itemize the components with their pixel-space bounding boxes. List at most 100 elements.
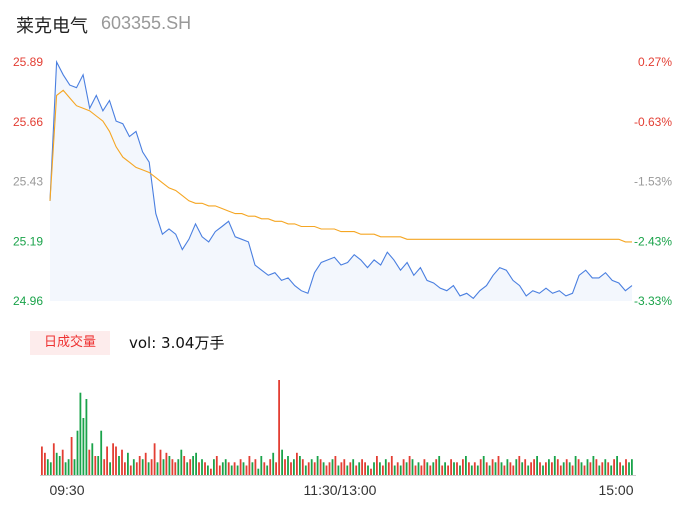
volume-bar [266,465,269,475]
volume-bar [322,462,325,475]
volume-bar [310,459,313,475]
volume-bar [521,462,524,475]
volume-bar [224,459,227,475]
volume-bar [177,459,180,475]
volume-bar [376,456,378,475]
volume-bar [500,462,503,475]
volume-bar [589,462,592,475]
volume-bar [586,459,589,475]
volume-bar [536,456,538,475]
price-line [49,59,633,300]
volume-bar [631,459,633,475]
volume-bar [604,459,607,475]
volume-bar [551,462,553,475]
volume-bar [580,462,583,475]
volume-bar [41,446,43,475]
volume-bar [577,459,580,475]
y-tick-label-right: -2.43% [634,234,672,248]
volume-bar [67,459,70,475]
volume-bar [506,459,509,475]
volume-bar [355,465,358,475]
volume-bar [307,462,310,475]
volume-bar [46,459,49,475]
volume-bar [390,456,393,475]
volume-bar [411,459,414,475]
volume-bar [346,465,349,475]
volume-bar [55,452,58,475]
volume-bar [88,449,91,475]
volume-bar [470,465,473,475]
volume-bar [251,462,254,475]
volume-bar [239,459,242,475]
volume-bar [373,462,375,475]
volume-bar [129,465,132,475]
volume-bar [438,456,441,475]
y-tick-label: 25.43 [13,175,43,189]
y-tick-label: 24.96 [13,294,43,308]
y-tick-label-right: -3.33% [634,294,672,308]
volume-bar [515,459,518,475]
price-area [50,62,632,301]
volume-bar [435,459,438,475]
volume-bar [293,459,295,475]
average-line [49,89,632,243]
volume-bar [625,459,627,475]
volume-bar [236,465,239,475]
volume-bar [100,430,103,475]
volume-bar [112,443,114,475]
volume-bar [296,452,298,475]
volume-bar [180,449,183,475]
volume-bar [44,452,46,475]
y-tick-label: 25.66 [13,115,43,129]
volume-bar [482,456,485,475]
volume-bar [319,459,322,475]
volume-bar [171,459,174,475]
volume-bar [165,452,168,475]
volume-bar [548,459,550,475]
volume-bar [562,462,565,475]
volume-bar [426,462,429,475]
volume-bar [393,465,396,475]
volume-bar [343,459,346,475]
volume-bar [242,462,245,475]
volume-bar [94,456,97,475]
volume-bar [447,465,449,475]
volume-bar [607,462,610,475]
volume-bar [432,462,435,475]
volume-bar [628,462,630,475]
volume-bar [429,465,432,475]
volume-bar [141,459,144,475]
volume-bar [331,459,334,475]
y-tick-label: 25.19 [13,234,43,248]
volume-bar [245,465,248,475]
volume-bar [97,456,100,475]
volume-bar [370,468,372,475]
volume-bar [304,465,307,475]
volume-bar [358,462,361,475]
volume-bar [553,456,556,475]
volume-bar [408,456,411,475]
x-tick-label: 15:00 [598,482,633,498]
volume-tab[interactable]: 日成交量 [30,331,110,355]
volume-bar [58,456,61,475]
volume-bar [337,465,340,475]
stock-name: 莱克电气 [16,16,88,37]
volume-bar [189,459,192,475]
volume-bar [70,437,73,475]
volume-bar [269,459,272,475]
volume-bar [399,465,402,475]
volume-bar [473,462,476,475]
volume-bar [76,430,79,475]
volume-bar [568,462,571,475]
volume-bar [210,468,212,475]
volume-bar [476,465,479,475]
volume-bar [556,459,559,475]
volume-bar [287,456,289,475]
volume-bar [263,462,266,475]
volume-bar [61,449,64,475]
volume-bar [64,462,67,475]
volume-bar [423,459,426,475]
volume-bar [132,459,135,475]
volume-bar [479,459,482,475]
volume-bar [82,418,85,475]
